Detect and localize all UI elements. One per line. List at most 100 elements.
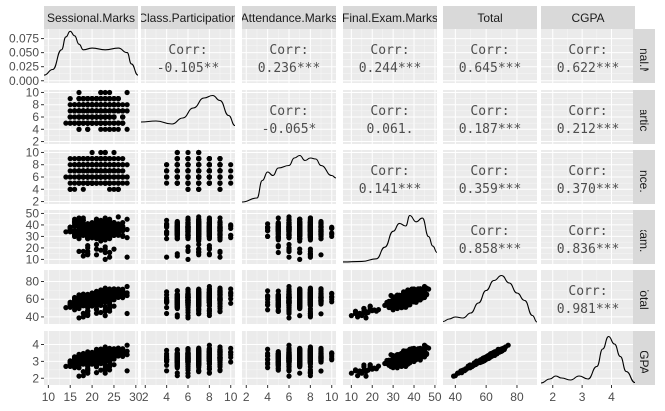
row-strip-label: Attendance.Marks <box>637 129 651 226</box>
corr-value: 0.244*** <box>359 61 422 76</box>
y-tick-label: 2 <box>32 371 39 385</box>
x-tick-label: 20 <box>366 390 380 404</box>
panel-r2-c3 <box>343 150 437 204</box>
density-curve <box>241 154 337 203</box>
scatter-panel-r3-c0 <box>63 214 130 262</box>
x-tick-label: 40 <box>449 390 463 404</box>
x-tick-label: 30 <box>386 390 400 404</box>
panel-r4-c4 <box>443 270 537 324</box>
x-tick-label: 25 <box>107 390 121 404</box>
corr-value: 0.645*** <box>459 61 522 76</box>
x-tick-label: 4 <box>163 390 170 404</box>
y-tick-label: 10 <box>26 85 40 99</box>
corr-label: Corr: <box>269 43 308 58</box>
corr-value: 0.981*** <box>557 302 620 317</box>
column-strip <box>343 6 437 29</box>
corr-label: Corr: <box>269 104 308 119</box>
x-tick-label: 60 <box>479 390 493 404</box>
y-tick-label: 0.025 <box>9 60 39 74</box>
x-tick-label: 8 <box>206 390 213 404</box>
corr-value: 0.622*** <box>557 61 620 76</box>
x-tick-label: 10 <box>325 390 339 404</box>
panel-r3-c4 <box>443 210 537 264</box>
panel-r2-c2 <box>242 150 336 204</box>
corr-label: Corr: <box>370 104 409 119</box>
panel-r1-c4 <box>443 90 537 144</box>
x-tick-label: 6 <box>185 390 192 404</box>
scatter-panel-r5-c3 <box>348 342 432 379</box>
row-strip-label: Class.Participation <box>637 67 651 166</box>
panel-background <box>541 29 635 83</box>
corr-label: Corr: <box>470 224 509 239</box>
scatter-panel-r5-c2 <box>265 342 335 379</box>
x-tick-label: 20 <box>85 390 99 404</box>
scatter-panel-r5-c4 <box>451 342 511 379</box>
corr-label: Corr: <box>568 104 607 119</box>
x-tick-label: 2 <box>549 390 556 404</box>
column-strip <box>443 6 537 29</box>
x-tick-label: 30 <box>129 390 143 404</box>
panel-r0-c4 <box>443 29 537 83</box>
panel-background <box>44 29 138 83</box>
column-strip-label: Sessional.Marks <box>47 11 135 25</box>
corr-label: Corr: <box>568 224 607 239</box>
row-strip-label: Final.Exam.Marks <box>637 189 651 285</box>
x-tick-label: 8 <box>307 390 314 404</box>
corr-value: 0.141*** <box>359 182 422 197</box>
column-strip <box>44 6 138 29</box>
column-strip-label: Final.Exam.Marks <box>342 11 438 25</box>
y-tick-label: 60 <box>26 292 40 306</box>
column-strip-label: Total <box>477 11 502 25</box>
corr-value: 0.370*** <box>557 182 620 197</box>
row-strip <box>633 150 655 204</box>
scatter-panel-r4-c2 <box>265 283 335 321</box>
column-strip <box>541 6 635 29</box>
row-strip <box>633 270 655 324</box>
column-strip-label: CGPA <box>571 11 604 25</box>
y-tick-label: 2 <box>32 135 39 149</box>
panel-r3-c5 <box>541 210 635 264</box>
y-tick-label: 6 <box>32 110 39 124</box>
corr-value: 0.858*** <box>459 242 522 257</box>
scatter-panel-r3-c1 <box>164 214 234 262</box>
row-strip-label: CGPA <box>637 341 651 374</box>
panel-r1-c1 <box>141 90 235 144</box>
y-tick-label: 10 <box>26 252 40 266</box>
corr-label: Corr: <box>568 43 607 58</box>
corr-value: -0.065* <box>262 122 317 137</box>
panel-r0-c5 <box>541 29 635 83</box>
panel-background <box>443 29 537 83</box>
y-tick-label: 3 <box>32 354 39 368</box>
scatter-panel-r5-c1 <box>164 342 234 379</box>
corr-value: 0.836*** <box>557 242 620 257</box>
corr-value: 0.187*** <box>459 122 522 137</box>
panel-r5-c5 <box>541 331 635 385</box>
corr-label: Corr: <box>470 104 509 119</box>
panel-r0-c0 <box>44 29 138 83</box>
row-strip <box>633 210 655 264</box>
y-tick-label: 4 <box>32 182 39 196</box>
scatter-panel-r4-c1 <box>164 283 234 321</box>
x-tick-label: 15 <box>64 390 78 404</box>
x-tick-label: 50 <box>428 390 442 404</box>
x-tick-label: 10 <box>224 390 238 404</box>
panel-background <box>343 29 437 83</box>
scatter-points <box>63 89 511 379</box>
x-tick-label: 2 <box>243 390 250 404</box>
scatter-panel-r2-c0 <box>63 149 130 192</box>
y-tick-label: 0.075 <box>9 32 39 46</box>
x-tick-label: 3 <box>579 390 586 404</box>
column-strip-label: Class.Participation <box>138 11 237 25</box>
y-tick-label: 0.050 <box>9 46 39 60</box>
row-strip <box>633 331 655 385</box>
scatter-panel-r5-c0 <box>63 342 130 379</box>
y-tick-label: 8 <box>32 98 39 112</box>
density-curve <box>442 274 538 323</box>
panel-background <box>541 331 635 385</box>
column-strip <box>242 6 336 29</box>
y-tick-label: 50 <box>26 206 40 220</box>
density-curve <box>342 214 438 263</box>
corr-value: 0.061. <box>367 122 414 137</box>
corr-value: 0.236*** <box>258 61 321 76</box>
